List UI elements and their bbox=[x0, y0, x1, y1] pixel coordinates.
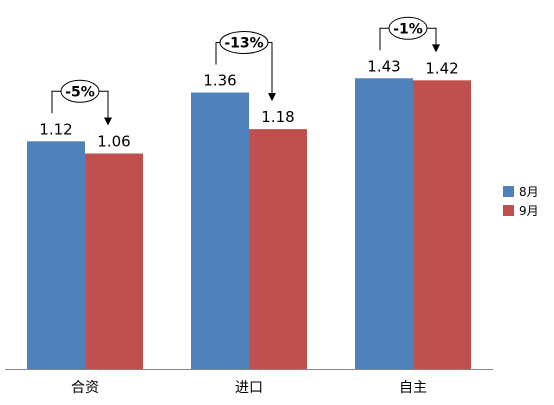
bar-aug-0 bbox=[27, 141, 85, 369]
down-arrow-icon bbox=[104, 117, 112, 126]
change-annotation: -5% bbox=[51, 79, 112, 126]
bar-aug-1 bbox=[191, 92, 249, 370]
bar-sep-2 bbox=[413, 80, 471, 370]
change-annotations-layer: -5% -13% -1% bbox=[51, 16, 440, 126]
change-label: -1% bbox=[393, 21, 423, 37]
bar-sep-0 bbox=[85, 153, 143, 369]
down-arrow-icon bbox=[268, 93, 276, 102]
legend-label: 9月 bbox=[519, 204, 539, 218]
legend-swatch-sep bbox=[503, 205, 514, 216]
category-label: 进口 bbox=[235, 380, 263, 396]
value-label: 1.18 bbox=[261, 108, 294, 126]
change-label: -5% bbox=[65, 84, 95, 100]
value-label: 1.12 bbox=[39, 120, 72, 138]
category-label: 合资 bbox=[71, 380, 99, 396]
value-label: 1.36 bbox=[203, 72, 236, 90]
value-labels-layer: 1.12 1.06 1.36 1.18 1.43 1.42 bbox=[39, 57, 458, 150]
value-label: 1.06 bbox=[97, 133, 130, 151]
legend-label: 8月 bbox=[519, 185, 539, 199]
change-oval bbox=[219, 31, 269, 55]
change-label: -13% bbox=[224, 36, 263, 52]
bars-layer bbox=[27, 78, 471, 370]
change-oval bbox=[388, 16, 428, 40]
category-label: 自主 bbox=[399, 380, 427, 396]
bar-aug-2 bbox=[355, 78, 413, 369]
category-labels-layer: 合资 进口 自主 bbox=[71, 380, 427, 396]
change-annotation: -1% bbox=[379, 16, 440, 53]
bar-sep-1 bbox=[249, 129, 307, 369]
value-label: 1.42 bbox=[425, 59, 458, 77]
legend-swatch-aug bbox=[503, 186, 514, 197]
value-label: 1.43 bbox=[367, 57, 400, 75]
change-annotation: -13% bbox=[215, 31, 276, 102]
down-arrow-icon bbox=[432, 44, 440, 53]
change-oval bbox=[60, 79, 100, 103]
